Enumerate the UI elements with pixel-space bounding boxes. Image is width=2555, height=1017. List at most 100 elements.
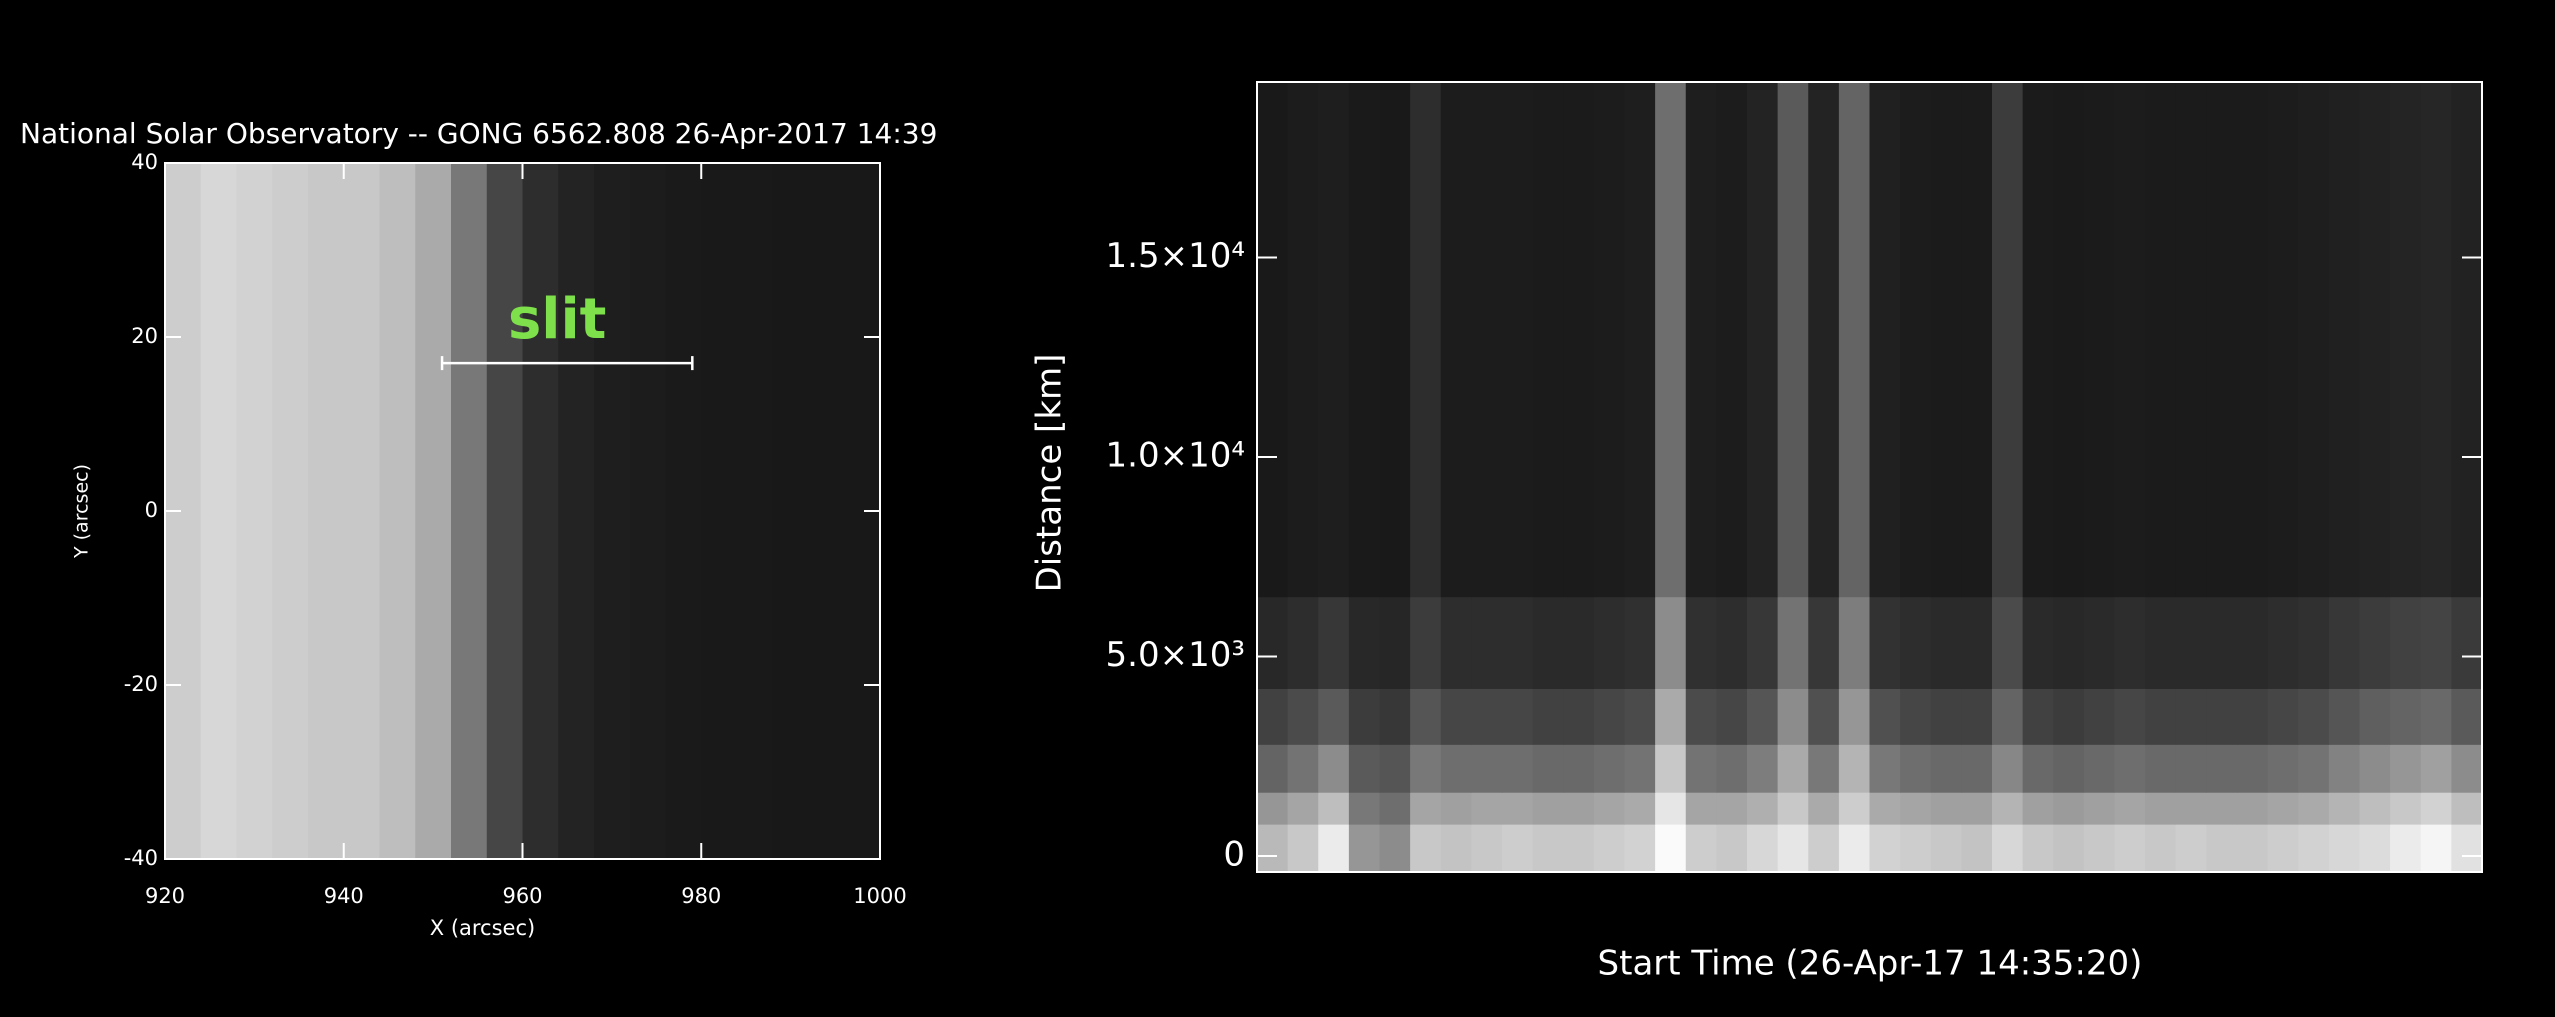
heatmap-cell bbox=[1808, 82, 1840, 598]
heatmap-cell bbox=[1440, 744, 1472, 793]
heatmap-cell bbox=[1379, 792, 1411, 825]
heatmap-cell bbox=[1440, 82, 1472, 598]
heatmap-cell bbox=[1532, 82, 1564, 598]
heatmap-cell bbox=[1838, 82, 1870, 598]
heatmap-cell bbox=[2145, 824, 2177, 873]
heatmap-cell bbox=[2237, 82, 2269, 598]
y-tick-label: -40 bbox=[124, 846, 158, 870]
x-axis-label: Start Time (26-Apr-17 14:35:20) bbox=[1598, 944, 2143, 984]
heatmap-cell bbox=[2053, 82, 2085, 598]
heatmap-cell bbox=[1532, 792, 1564, 825]
image-column bbox=[272, 163, 309, 859]
heatmap-cell bbox=[1287, 792, 1319, 825]
heatmap-cell bbox=[1777, 744, 1809, 793]
heatmap-cell bbox=[1624, 82, 1656, 598]
heatmap-cell bbox=[1318, 82, 1350, 598]
heatmap-cell bbox=[1410, 596, 1442, 689]
heatmap-cell bbox=[2298, 82, 2330, 598]
heatmap-cell bbox=[1838, 824, 1870, 873]
heatmap-cell bbox=[1992, 792, 2024, 825]
heatmap-cell bbox=[2022, 82, 2054, 598]
heatmap-cell bbox=[2206, 744, 2238, 793]
heatmap-cell bbox=[2022, 744, 2054, 793]
heatmap-cell bbox=[2175, 596, 2207, 689]
heatmap-cell bbox=[2420, 82, 2452, 598]
heatmap-cell bbox=[1287, 82, 1319, 598]
heatmap-cell bbox=[1257, 82, 1289, 598]
heatmap-cell bbox=[1593, 744, 1625, 793]
heatmap-cell bbox=[1869, 824, 1901, 873]
heatmap-cell bbox=[1655, 688, 1687, 745]
heatmap-cell bbox=[1685, 792, 1717, 825]
heatmap-cell bbox=[2053, 744, 2085, 793]
heatmap-cell bbox=[1808, 596, 1840, 689]
image-column bbox=[772, 163, 809, 859]
heatmap-cell bbox=[1257, 792, 1289, 825]
heatmap-cell bbox=[2451, 82, 2483, 598]
heatmap-cell bbox=[1410, 744, 1442, 793]
heatmap-cell bbox=[1869, 744, 1901, 793]
heatmap-cell bbox=[1777, 824, 1809, 873]
heatmap-cell bbox=[1685, 596, 1717, 689]
heatmap-cell bbox=[1348, 824, 1380, 873]
heatmap-cell bbox=[1655, 596, 1687, 689]
y-tick-label: -20 bbox=[124, 672, 158, 696]
heatmap-cell bbox=[2083, 596, 2115, 689]
heatmap-cell bbox=[2175, 744, 2207, 793]
heatmap-cell bbox=[2390, 792, 2422, 825]
heatmap-cell bbox=[1655, 792, 1687, 825]
heatmap-cell bbox=[1716, 792, 1748, 825]
heatmap-cell bbox=[2022, 824, 2054, 873]
heatmap-cell bbox=[2175, 792, 2207, 825]
heatmap-cell bbox=[1563, 824, 1595, 873]
heatmap-cell bbox=[1471, 688, 1503, 745]
heatmap-cell bbox=[2237, 688, 2269, 745]
heatmap-cell bbox=[1869, 82, 1901, 598]
x-tick-label: 960 bbox=[502, 884, 542, 908]
heatmap-cell bbox=[2145, 744, 2177, 793]
heatmap-cell bbox=[2298, 792, 2330, 825]
heatmap-cell bbox=[1961, 688, 1993, 745]
image-column bbox=[522, 163, 559, 859]
heatmap-cell bbox=[1563, 792, 1595, 825]
image-column bbox=[808, 163, 845, 859]
heatmap-cell bbox=[1900, 792, 1932, 825]
heatmap-cell bbox=[1532, 824, 1564, 873]
heatmap-cell bbox=[2022, 596, 2054, 689]
heatmap-cell bbox=[2451, 824, 2483, 873]
heatmap-cell bbox=[1410, 688, 1442, 745]
heatmap-cell bbox=[2451, 596, 2483, 689]
heatmap-cell bbox=[2359, 596, 2391, 689]
heatmap-cell bbox=[2145, 792, 2177, 825]
heatmap-cell bbox=[1747, 744, 1779, 793]
heatmap-cell bbox=[2175, 688, 2207, 745]
heatmap-cell bbox=[1563, 82, 1595, 598]
y-tick-label: 1.5×10⁴ bbox=[1106, 236, 1245, 276]
slit-label: slit bbox=[508, 287, 607, 352]
image-column bbox=[308, 163, 345, 859]
heatmap-cell bbox=[1410, 82, 1442, 598]
heatmap-cell bbox=[2083, 744, 2115, 793]
heatmap-cell bbox=[1808, 824, 1840, 873]
heatmap-cell bbox=[2114, 824, 2146, 873]
image-column bbox=[486, 163, 523, 859]
heatmap-cell bbox=[1655, 824, 1687, 873]
heatmap-cell bbox=[1532, 688, 1564, 745]
heatmap-cell bbox=[1961, 824, 1993, 873]
heatmap-cell bbox=[2083, 824, 2115, 873]
heatmap-cell bbox=[1808, 688, 1840, 745]
heatmap-cell bbox=[2451, 688, 2483, 745]
heatmap-cell bbox=[2206, 824, 2238, 873]
heatmap-cell bbox=[2206, 688, 2238, 745]
heatmap-cell bbox=[1900, 744, 1932, 793]
heatmap-cell bbox=[1348, 82, 1380, 598]
heatmap-cell bbox=[1410, 792, 1442, 825]
heatmap-cell bbox=[1593, 82, 1625, 598]
heatmap-cell bbox=[2451, 744, 2483, 793]
heatmap-cell bbox=[2022, 792, 2054, 825]
heatmap-cell bbox=[2298, 744, 2330, 793]
heatmap-cell bbox=[1961, 596, 1993, 689]
y-tick-label: 20 bbox=[131, 324, 158, 348]
heatmap-cell bbox=[1257, 596, 1289, 689]
heatmap-cell bbox=[1257, 744, 1289, 793]
